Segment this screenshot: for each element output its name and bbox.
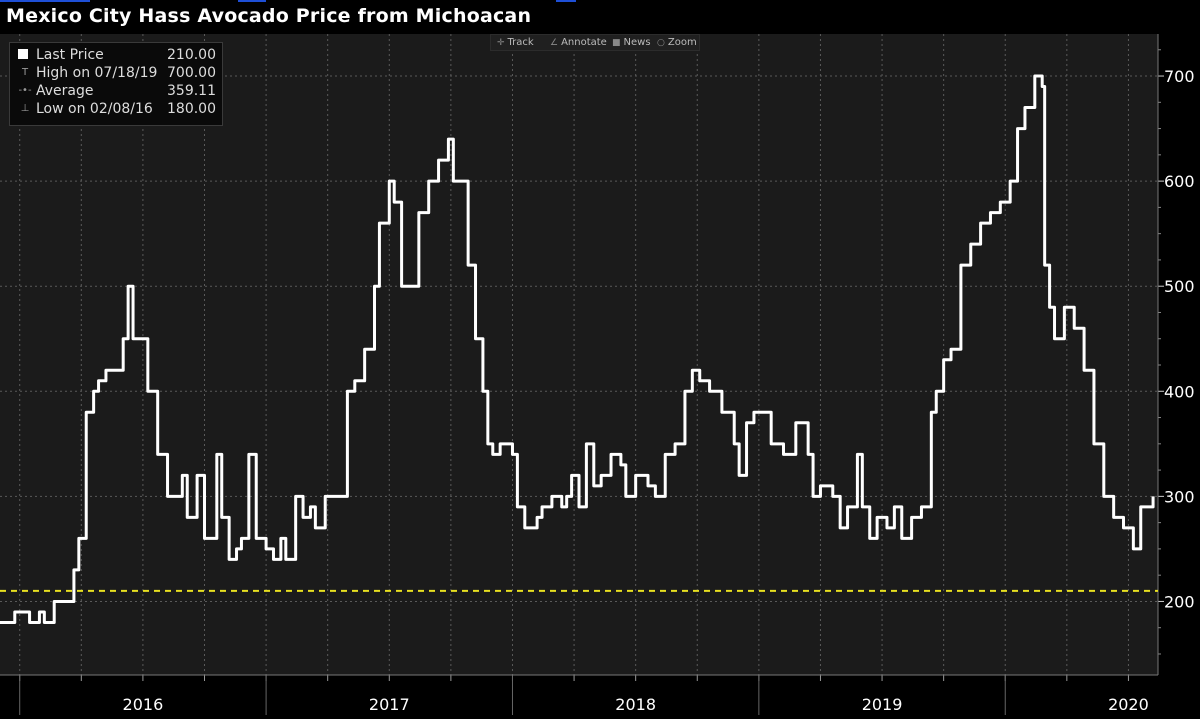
y-tick-label: 300 xyxy=(1164,487,1195,506)
x-axis-band xyxy=(0,675,1200,719)
chart-area[interactable]: 2016 2017 2018 2019 2020 200 300 400 500 600 700 xyxy=(0,34,1200,719)
zoom-label: Zoom xyxy=(667,37,697,48)
legend-average: -•- Average 359.11 xyxy=(16,82,216,100)
zoom-button[interactable]: ○ Zoom xyxy=(657,35,697,50)
track-button[interactable]: ✛ Track xyxy=(497,35,534,50)
y-tick-label: 700 xyxy=(1164,67,1195,86)
legend-value: 700.00 xyxy=(167,65,216,81)
y-tick-label: 500 xyxy=(1164,277,1195,296)
legend-box: Last Price 210.00 T High on 07/18/19 700… xyxy=(9,42,223,126)
annotate-button[interactable]: ∠ Annotate xyxy=(550,35,607,50)
square-swatch-icon xyxy=(18,49,28,59)
legend-value: 180.00 xyxy=(167,101,216,117)
x-tick-label: 2017 xyxy=(369,695,410,714)
plot-background xyxy=(0,34,1158,685)
x-tick-label: 2018 xyxy=(615,695,656,714)
accent-segment xyxy=(238,0,266,2)
x-axis: 2016 2017 2018 2019 2020 xyxy=(0,674,1158,715)
y-axis: 200 300 400 500 600 700 xyxy=(1157,34,1195,675)
accent-segment xyxy=(556,0,576,2)
legend-label: Low on 02/08/16 xyxy=(36,101,153,117)
news-label: News xyxy=(623,37,651,48)
annotate-label: Annotate xyxy=(561,37,607,48)
legend-label: Average xyxy=(36,83,94,99)
track-label: Track xyxy=(507,37,534,48)
y-tick-label: 400 xyxy=(1164,382,1195,401)
price-series-line xyxy=(0,74,1155,624)
title-accent-line xyxy=(0,0,1200,2)
y-tick-label: 600 xyxy=(1164,172,1195,191)
legend-last-price: Last Price 210.00 xyxy=(16,46,216,64)
high-marker-icon: T xyxy=(21,67,29,78)
news-button[interactable]: ■ News xyxy=(612,35,651,50)
magnifier-icon: ○ xyxy=(657,38,665,48)
x-tick-label: 2019 xyxy=(862,695,903,714)
y-tick-label: 200 xyxy=(1164,592,1195,611)
crosshair-icon: ✛ xyxy=(497,38,505,48)
average-marker-icon: -•- xyxy=(18,85,32,96)
x-tick-label: 2016 xyxy=(123,695,164,714)
news-icon: ■ xyxy=(612,38,621,48)
legend-high: T High on 07/18/19 700.00 xyxy=(16,64,216,82)
chart-title: Mexico City Hass Avocado Price from Mich… xyxy=(6,5,532,27)
grid-lines xyxy=(0,34,1158,675)
legend-value: 359.11 xyxy=(167,83,216,99)
chart-toolbar: ✛ Track ∠ Annotate ■ News ○ Zoom xyxy=(490,34,700,51)
legend-low: ⊥ Low on 02/08/16 180.00 xyxy=(16,100,216,118)
low-marker-icon: ⊥ xyxy=(20,103,30,114)
title-bar: Mexico City Hass Avocado Price from Mich… xyxy=(0,0,1200,34)
legend-label: High on 07/18/19 xyxy=(36,65,158,81)
accent-segment xyxy=(0,0,90,2)
legend-label: Last Price xyxy=(36,47,104,63)
pencil-icon: ∠ xyxy=(550,38,559,48)
legend-value: 210.00 xyxy=(167,47,216,63)
x-tick-label: 2020 xyxy=(1108,695,1149,714)
